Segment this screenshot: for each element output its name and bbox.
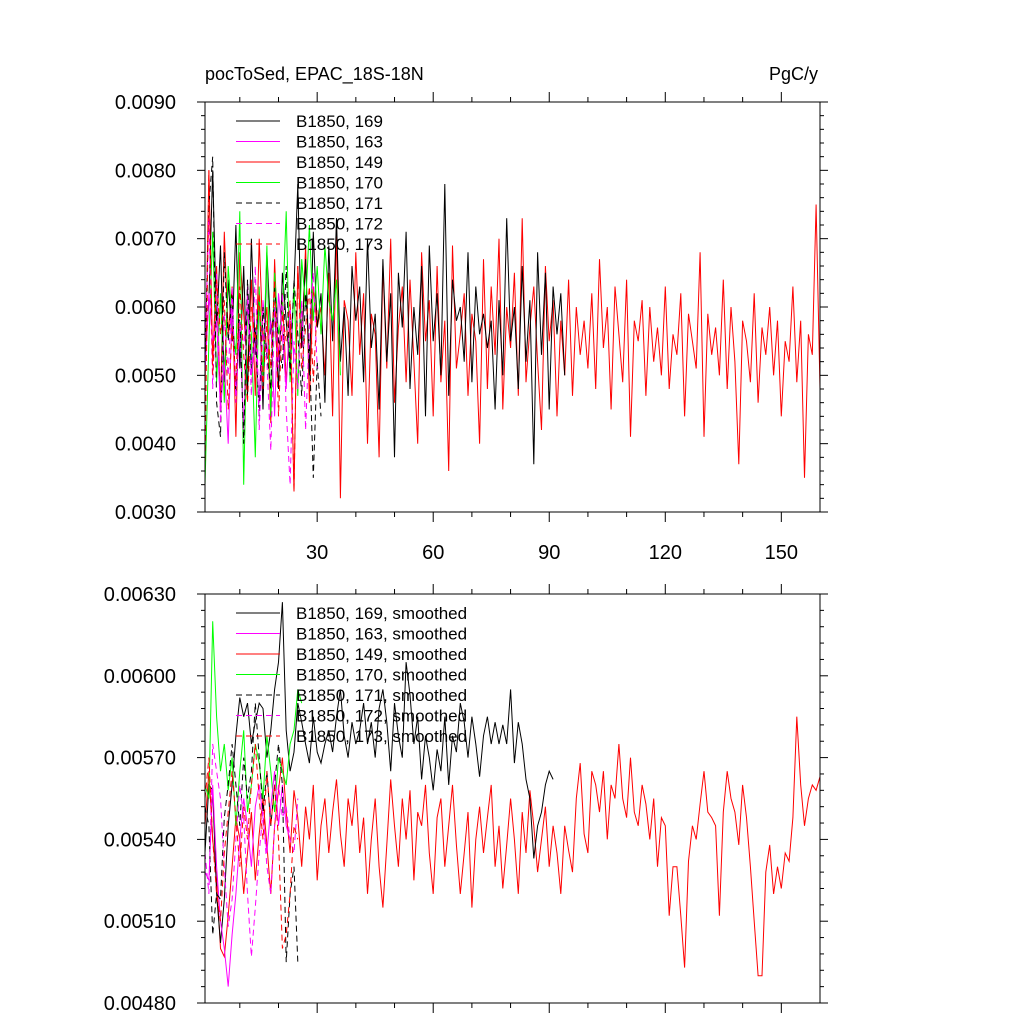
legend-entry: B1850, 163, smoothed [296, 625, 467, 644]
series-line-2 [205, 716, 820, 977]
series-line-5 [205, 218, 318, 485]
x-tick-label: 120 [649, 542, 682, 564]
series-line-6 [205, 743, 299, 949]
y-tick-label: 0.0070 [115, 229, 176, 251]
y-tick-label: 0.00630 [104, 584, 176, 606]
legend-entry: B1850, 170, smoothed [296, 666, 467, 685]
plot-area [205, 602, 820, 987]
y-tick-label: 0.00540 [104, 829, 176, 851]
series-line-3 [205, 621, 303, 826]
x-tick-label: 150 [765, 542, 798, 564]
y-tick-label: 0.0090 [115, 92, 176, 114]
legend-entry: B1850, 172, smoothed [296, 707, 467, 726]
legend-entry: B1850, 173 [296, 235, 383, 254]
legend-entry: B1850, 170 [296, 174, 383, 193]
y-tick-label: 0.0080 [115, 160, 176, 182]
legend-entry: B1850, 169 [296, 112, 383, 131]
top-chart: 0.0030 0.0040 0.0050 0.0060 0.0070 0.0080 0.00… [115, 64, 828, 564]
plot-frame [204, 593, 821, 1004]
series-line-4 [205, 703, 299, 963]
x-tick-label: 90 [538, 542, 560, 564]
y-tick-label: 0.00480 [104, 993, 176, 1015]
plot-area [205, 156, 820, 499]
y-tick-label: 0.00600 [104, 666, 176, 688]
y-tick-label: 0.00510 [104, 911, 176, 933]
series-line-4 [205, 156, 322, 478]
chart-units: PgC/y [769, 64, 818, 84]
series-line-1 [205, 771, 291, 987]
legend: B1850, 169, smoothed B1850, 163, smoothed… [236, 604, 467, 746]
y-tick-label: 0.0030 [115, 502, 176, 524]
legend-entry: B1850, 171, smoothed [296, 686, 467, 705]
legend-entry: B1850, 173, smoothed [296, 727, 467, 746]
series-line-1 [205, 286, 295, 444]
legend-entry: B1850, 149 [296, 153, 383, 172]
series-line-0 [205, 602, 554, 944]
x-tick-label: 60 [422, 542, 444, 564]
y-tick-label: 0.0050 [115, 365, 176, 387]
y-tick-label: 0.0040 [115, 434, 176, 456]
legend-entry: B1850, 169, smoothed [296, 604, 467, 623]
legend-entry: B1850, 172 [296, 215, 383, 234]
y-tick-label: 0.0060 [115, 297, 176, 319]
y-tick-label: 0.00570 [104, 748, 176, 770]
x-tick-label: 30 [306, 542, 328, 564]
legend-entry: B1850, 163 [296, 133, 383, 152]
legend-entry: B1850, 171 [296, 194, 383, 213]
legend-entry: B1850, 149, smoothed [296, 645, 467, 664]
chart-title: pocToSed, EPAC_18S-18N [205, 64, 424, 85]
bottom-chart: 0.00480 0.00510 0.00540 0.00570 0.00600 0.006… [104, 584, 828, 1015]
series-line-6 [205, 170, 318, 492]
